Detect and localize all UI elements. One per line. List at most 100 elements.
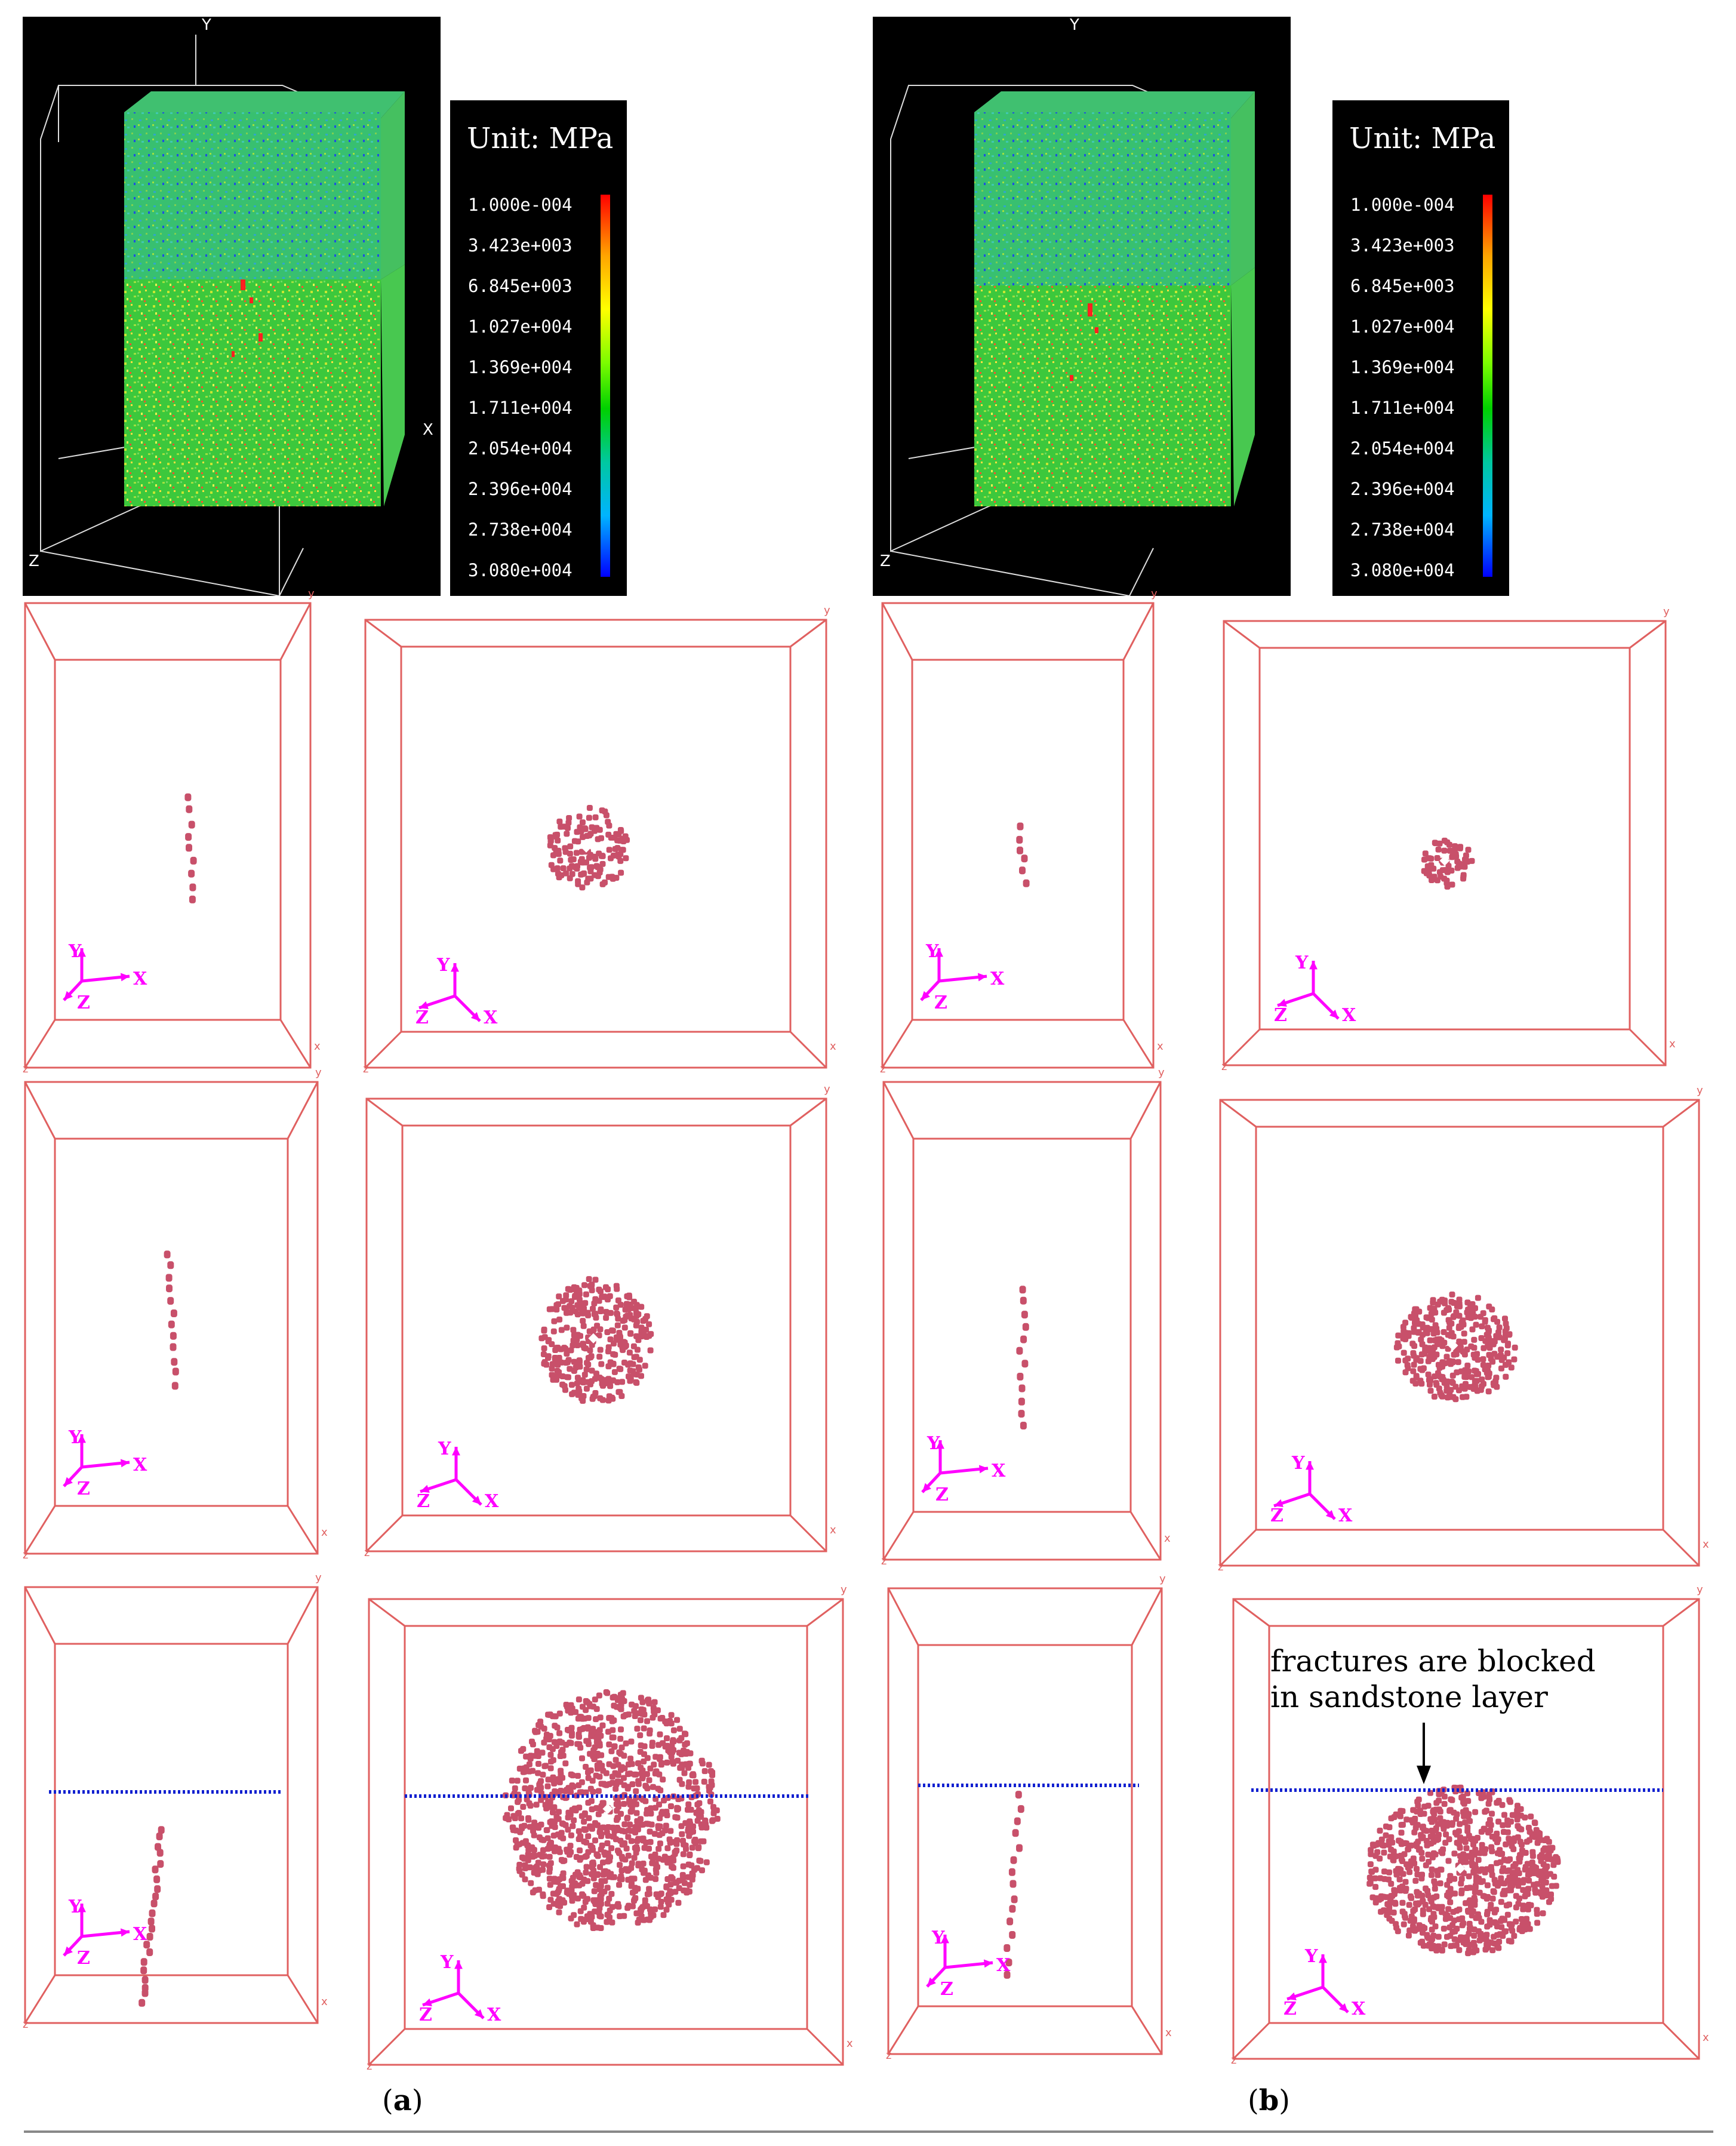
- cube-axis-y-label: Y: [201, 17, 211, 34]
- fracture-trace: [1016, 1286, 1029, 1429]
- box-axis-y-label: y: [308, 588, 315, 600]
- caption-a: (a): [382, 2084, 423, 2117]
- box-axis-z-label: z: [881, 1555, 887, 1567]
- triad-x-label: X: [992, 1461, 1006, 1481]
- box-axis-y-label: y: [824, 604, 830, 617]
- fracture-cluster: [1421, 837, 1475, 890]
- legend-tick: 1.369e+004: [1350, 357, 1455, 377]
- triad-y-label: Y: [436, 955, 450, 976]
- triad-y-label: Y: [440, 1952, 454, 1973]
- triad-x-label: X: [1338, 1505, 1353, 1526]
- box-axis-y-label: y: [1159, 1573, 1166, 1585]
- axis-triad: [921, 1440, 989, 1493]
- triad-y-label: Y: [927, 1433, 940, 1454]
- axis-triad: [1273, 1461, 1336, 1520]
- axis-triad: [920, 948, 987, 1001]
- axis-triad: [63, 1434, 130, 1487]
- box-axis-z-label: z: [886, 2049, 891, 2062]
- wireframe-box: [24, 1586, 319, 2024]
- fracture-panel-b3-front: y x z Y X Z: [1231, 1584, 1709, 2067]
- box-axis-z-label: z: [23, 1063, 28, 1075]
- legend-tick: 6.845e+003: [1350, 276, 1455, 296]
- triad-y-label: Y: [68, 1896, 82, 1917]
- annotation-text: fractures are blocked in sandstone layer: [1270, 1643, 1596, 1715]
- box-axis-y-label: y: [841, 1584, 847, 1596]
- wireframe-box: [881, 602, 1155, 1069]
- triad-z-label: Z: [940, 1979, 953, 2000]
- legend-tick: 2.738e+004: [1350, 519, 1455, 540]
- triad-x-label: X: [1352, 1999, 1366, 2019]
- box-axis-x-label: x: [321, 1996, 328, 2008]
- box-axis-z-label: z: [1218, 1561, 1223, 1573]
- fracture-cluster: [1366, 1784, 1561, 1957]
- triad-y-label: Y: [438, 1438, 451, 1459]
- bottom-rule: [24, 2130, 1713, 2133]
- triad-z-label: Z: [419, 2004, 432, 2025]
- triad-y-label: Y: [925, 941, 939, 962]
- box-axis-z-label: z: [1221, 1060, 1227, 1073]
- legend-tick: 3.423e+003: [468, 235, 572, 256]
- box-axis-x-label: x: [830, 1524, 836, 1536]
- cube-axis-z-label: Z: [880, 552, 891, 570]
- legend-tick: 3.080e+004: [1350, 560, 1455, 580]
- fracture-panel-a2-front: y x z Y X Z: [364, 1083, 836, 1559]
- wireframe-box: [887, 1587, 1163, 2055]
- box-axis-y-label: y: [824, 1083, 830, 1096]
- legend-tick: 1.027e+004: [468, 316, 572, 337]
- triad-y-label: Y: [931, 1927, 945, 1948]
- stress-cube-b: Y X Z: [880, 16, 1316, 597]
- legend-tick: 1.000e-004: [468, 195, 572, 215]
- box-axis-y-label: y: [315, 1066, 322, 1079]
- box-axis-x-label: x: [1164, 1532, 1171, 1545]
- wireframe-box: [24, 602, 312, 1069]
- fracture-panel-a3-front: y x z Y X Z: [367, 1584, 853, 2073]
- triad-x-label: X: [990, 969, 1005, 989]
- stress-view-b: Y X Z: [873, 16, 1316, 597]
- legend-title: Unit: MPa: [1349, 122, 1496, 155]
- axis-triad: [1286, 1954, 1349, 2013]
- triad-z-label: Z: [417, 1491, 430, 1512]
- axis-triad: [418, 963, 481, 1022]
- wireframe-box: [1223, 620, 1667, 1066]
- legend-tick: 2.396e+004: [468, 479, 572, 499]
- box-axis-y-label: y: [1158, 1066, 1165, 1079]
- box-axis-x-label: x: [1703, 1538, 1709, 1551]
- cube-axis-y-label: Y: [1069, 17, 1079, 34]
- box-axis-y-label: y: [1663, 605, 1670, 618]
- triad-z-label: Z: [1274, 1005, 1287, 1026]
- triad-z-label: Z: [77, 1948, 90, 1969]
- triad-y-label: Y: [1291, 1453, 1305, 1474]
- triad-x-label: X: [133, 1455, 147, 1475]
- fracture-trace: [1004, 1791, 1024, 1979]
- triad-z-label: Z: [934, 992, 947, 1013]
- fracture-panel-b2-side: y x z Y X Z: [881, 1066, 1171, 1567]
- legend-title: Unit: MPa: [467, 122, 614, 155]
- axis-triad: [422, 1960, 485, 2019]
- box-axis-y-label: y: [1151, 588, 1158, 600]
- fracture-panel-b3-side: y x z Y X Z: [886, 1573, 1172, 2062]
- fracture-cluster: [538, 1276, 654, 1404]
- box-axis-z-label: z: [363, 1063, 368, 1075]
- triad-z-label: Z: [415, 1007, 429, 1028]
- box-axis-x-label: x: [1165, 2027, 1172, 2039]
- box-axis-y-label: y: [315, 1572, 322, 1584]
- box-axis-z-label: z: [23, 2018, 28, 2031]
- fracture-panel-a3-side: y x z Y X Z: [23, 1572, 328, 2031]
- axis-triad: [420, 1447, 482, 1506]
- box-axis-x-label: x: [1157, 1040, 1164, 1053]
- box-axis-z-label: z: [23, 1549, 28, 1561]
- legend-tick: 1.000e-004: [1350, 195, 1455, 215]
- fracture-panel-b1-front: y x z Y X Z: [1221, 605, 1676, 1073]
- wireframe-box: [24, 1081, 319, 1555]
- fracture-cluster: [547, 805, 630, 891]
- triad-x-label: X: [1342, 1005, 1356, 1026]
- triad-z-label: Z: [935, 1484, 949, 1505]
- legend-tick: 1.711e+004: [1350, 398, 1455, 418]
- triad-y-label: Y: [1295, 952, 1309, 973]
- axis-triad: [63, 948, 130, 1001]
- triad-y-label: Y: [1304, 1946, 1318, 1967]
- triad-z-label: Z: [1270, 1505, 1283, 1526]
- annotation-arrow: [1417, 1723, 1431, 1784]
- annotation-line-1: fractures are blocked: [1270, 1644, 1596, 1678]
- box-axis-x-label: x: [847, 2037, 853, 2050]
